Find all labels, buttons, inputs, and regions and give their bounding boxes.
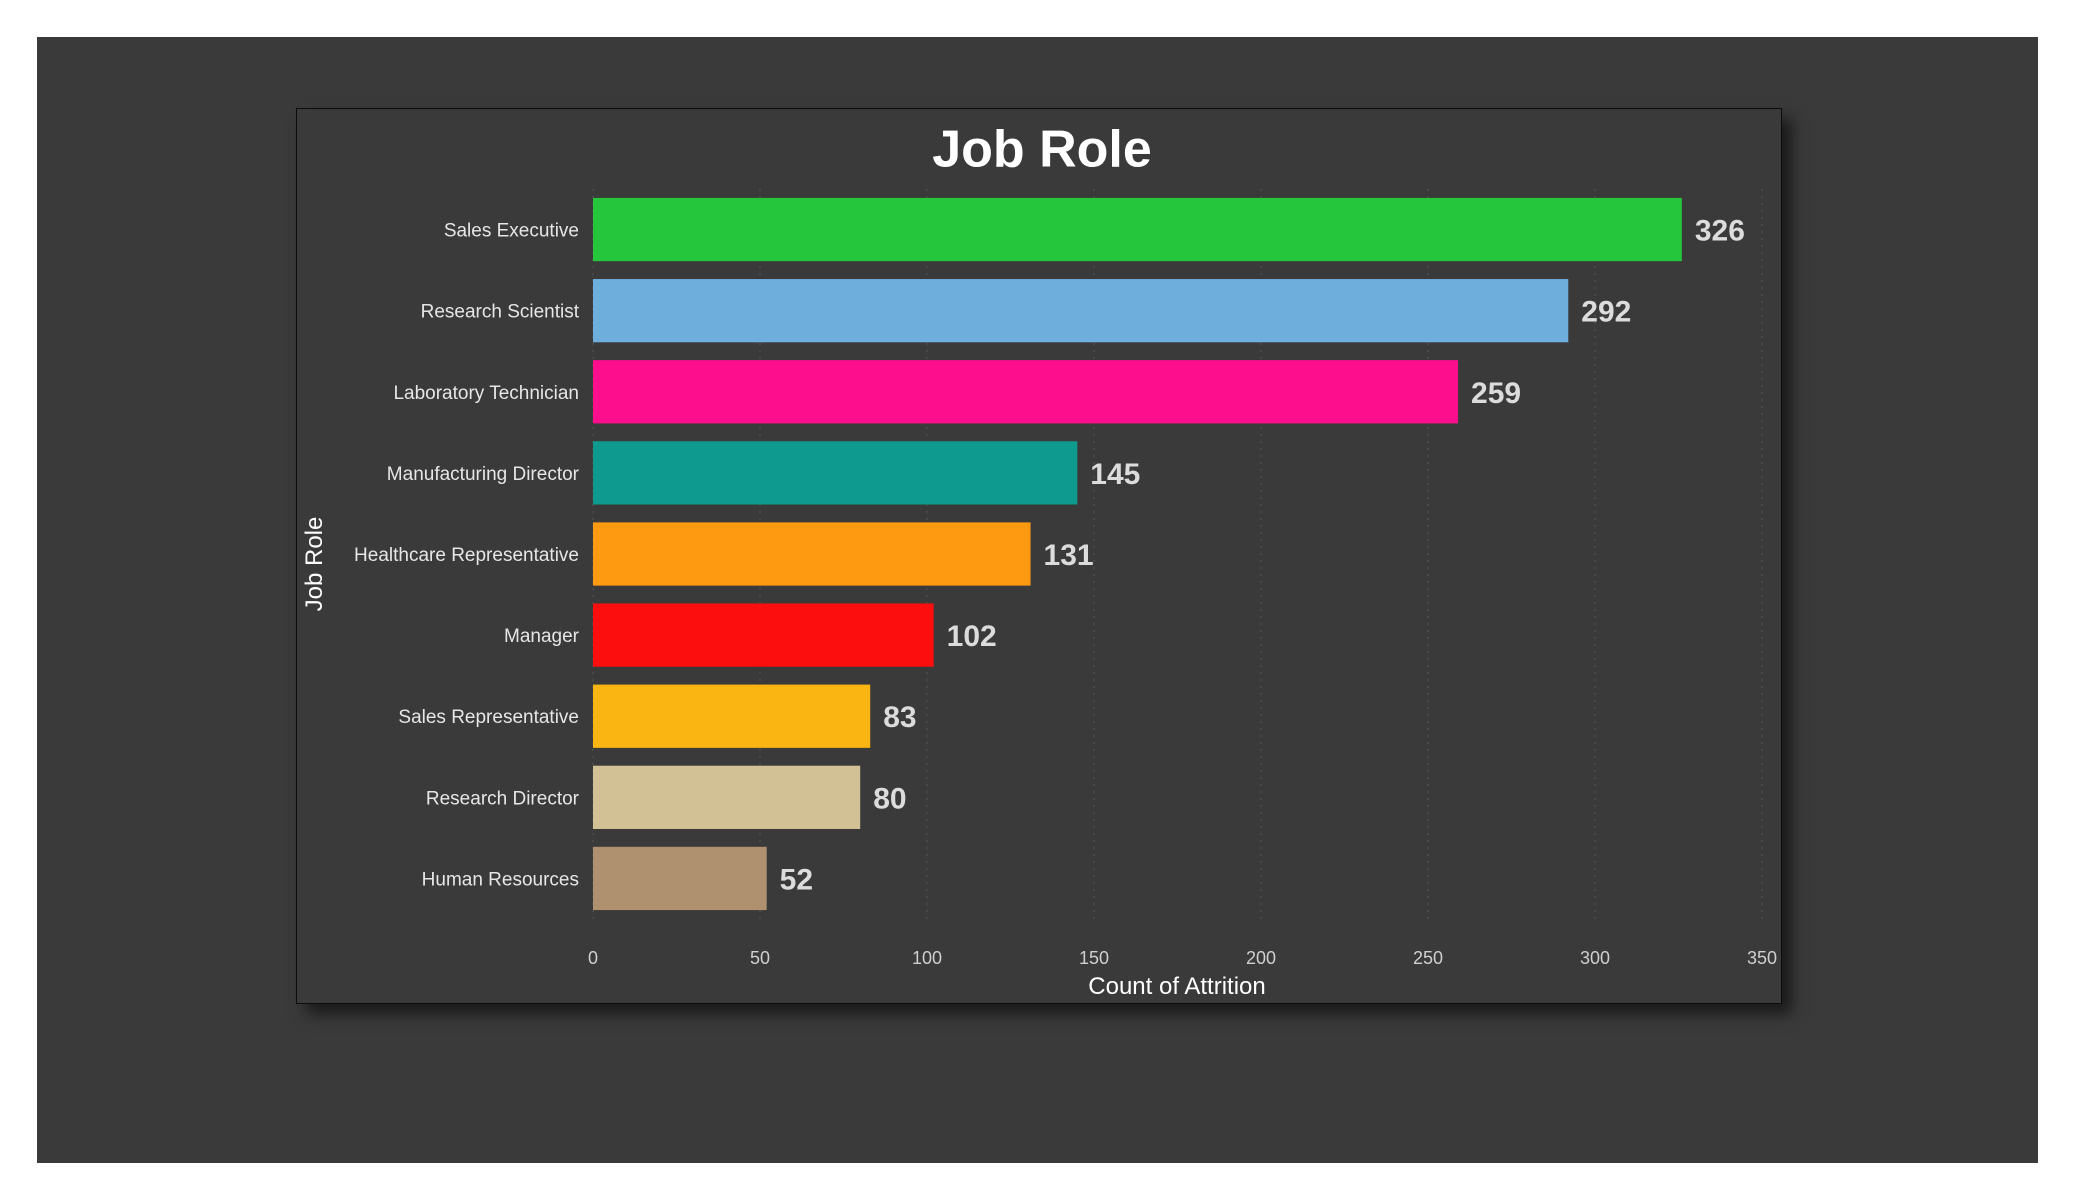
bar-sales-representative[interactable] [593, 684, 871, 748]
bar-research-director[interactable] [593, 765, 861, 829]
bar-manufacturing-director[interactable] [593, 441, 1078, 505]
x-tick-label: 50 [750, 948, 770, 968]
bar-healthcare-representative[interactable] [593, 522, 1031, 586]
chart-panel: 0 50 100 150 200 250 300 350 Sales Executive 326 R… [296, 108, 1782, 1004]
category-label: Manager [504, 626, 580, 647]
data-label: 80 [873, 782, 906, 815]
x-tick-label: 200 [1246, 948, 1276, 968]
data-label: 131 [1044, 539, 1094, 572]
data-label: 259 [1471, 377, 1521, 410]
category-label: Healthcare Representative [354, 545, 579, 566]
bar-chart: 0 50 100 150 200 250 300 350 Sales Executive 326 R… [301, 121, 1777, 1000]
data-label: 326 [1695, 215, 1745, 248]
bar-manager[interactable] [593, 603, 934, 667]
data-label: 145 [1090, 458, 1140, 491]
x-tick-label: 250 [1413, 948, 1443, 968]
category-label: Sales Representative [398, 707, 579, 728]
x-tick-label: 150 [1079, 948, 1109, 968]
bar-human-resources[interactable] [593, 846, 767, 911]
x-axis-title: Count of Attrition [1088, 973, 1265, 1000]
data-label: 52 [780, 863, 813, 896]
data-label: 83 [883, 701, 916, 734]
bar-research-scientist[interactable] [593, 279, 1569, 343]
category-label: Research Director [426, 788, 580, 809]
category-label: Laboratory Technician [393, 383, 579, 404]
category-label: Manufacturing Director [387, 464, 580, 485]
category-label: Sales Executive [444, 221, 579, 242]
x-tick-label: 350 [1747, 948, 1777, 968]
data-label: 292 [1581, 296, 1631, 329]
category-label: Research Scientist [421, 302, 580, 323]
x-tick-label: 100 [912, 948, 942, 968]
bar-sales-executive[interactable] [593, 197, 1682, 262]
chart-title: Job Role [932, 121, 1152, 179]
y-axis-title: Job Role [301, 517, 328, 612]
bar-laboratory-technician[interactable] [593, 360, 1459, 424]
category-label: Human Resources [422, 869, 579, 890]
data-label: 102 [947, 620, 997, 653]
x-tick-label: 0 [588, 948, 598, 968]
x-tick-label: 300 [1580, 948, 1610, 968]
